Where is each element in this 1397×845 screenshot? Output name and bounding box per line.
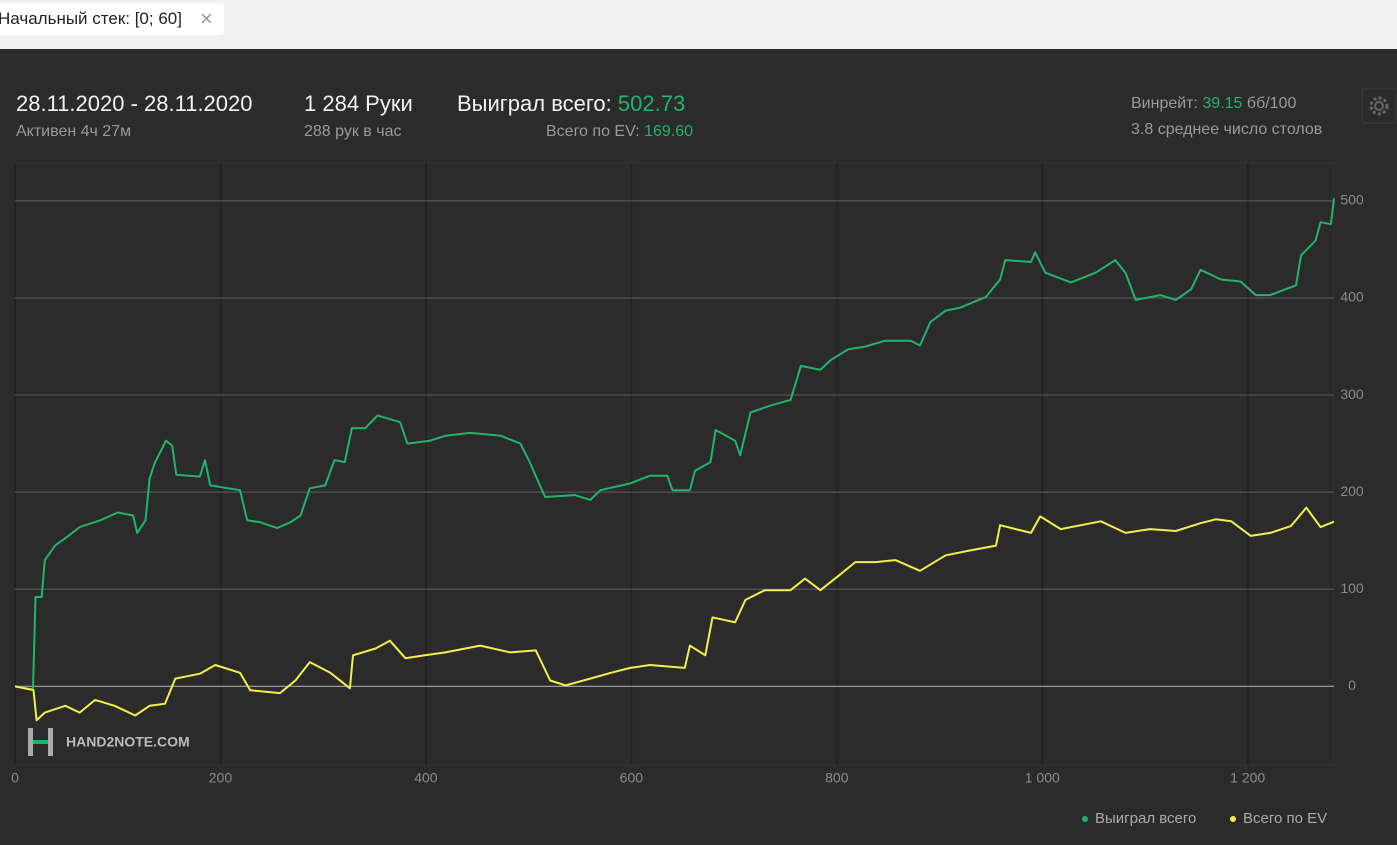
x-tick-label: 1 200 <box>1230 770 1265 786</box>
winrate: Винрейт: 39.15 бб/100 <box>1131 95 1296 113</box>
legend-label: Всего по EV <box>1243 810 1327 827</box>
legend-label: Выиграл всего <box>1095 810 1196 827</box>
filter-label: Начальный стек: [0; 60] <box>0 9 182 28</box>
y-tick-label: 400 <box>1340 289 1364 305</box>
y-tick-label: 100 <box>1340 580 1364 596</box>
plot: 0 200 400 600 800 1 000 1 200 0 100 200 300 400 500 В… <box>11 162 1364 827</box>
active-time: Активен 4ч 27м <box>16 123 132 140</box>
settings-button[interactable] <box>1361 88 1397 124</box>
ev-label: Всего по EV: <box>546 123 640 140</box>
filter-bar: Начальный стек: [0; 60] × <box>0 0 1397 49</box>
winrate-value: 39.15 <box>1202 95 1243 112</box>
y-tick-label: 200 <box>1340 483 1364 499</box>
won-label: Выиграл всего: <box>457 91 612 116</box>
x-tick-label: 200 <box>209 770 233 786</box>
x-tick-label: 1 000 <box>1025 770 1060 786</box>
y-tick-label: 500 <box>1340 192 1364 208</box>
won-value: 502.73 <box>617 91 686 116</box>
legend-marker <box>1230 816 1236 822</box>
date-range: 28.11.2020 - 28.11.2020 <box>16 91 253 116</box>
hands: 1 284 Руки <box>304 91 413 116</box>
winrate-label: Винрейт: <box>1131 95 1198 112</box>
remove-filter[interactable]: × <box>199 6 213 31</box>
y-tick-label: 0 <box>1348 677 1356 693</box>
x-tick-label: 0 <box>11 770 19 786</box>
x-tick-label: 400 <box>414 770 438 786</box>
series-line <box>14 198 1335 691</box>
series-line <box>14 506 1335 722</box>
filter-chip[interactable]: Начальный стек: [0; 60] × <box>0 3 224 35</box>
ev-value: 169.60 <box>644 123 693 140</box>
hands-per-hour: 288 рук в час <box>304 123 402 140</box>
watermark: HAND2NOTE.COM <box>66 734 190 750</box>
tables: 3.8 среднее число столов <box>1131 121 1323 138</box>
x-tick-label: 800 <box>825 770 849 786</box>
x-tick-label: 600 <box>620 770 644 786</box>
legend-marker <box>1082 816 1088 822</box>
ev-total: Всего по EV: 169.60 <box>546 123 693 141</box>
y-tick-label: 300 <box>1340 386 1364 402</box>
plot-area <box>14 162 1335 766</box>
won-total: Выиграл всего: 502.73 <box>457 91 685 117</box>
watermark-logo <box>28 728 53 756</box>
winrate-unit: бб/100 <box>1246 95 1297 112</box>
